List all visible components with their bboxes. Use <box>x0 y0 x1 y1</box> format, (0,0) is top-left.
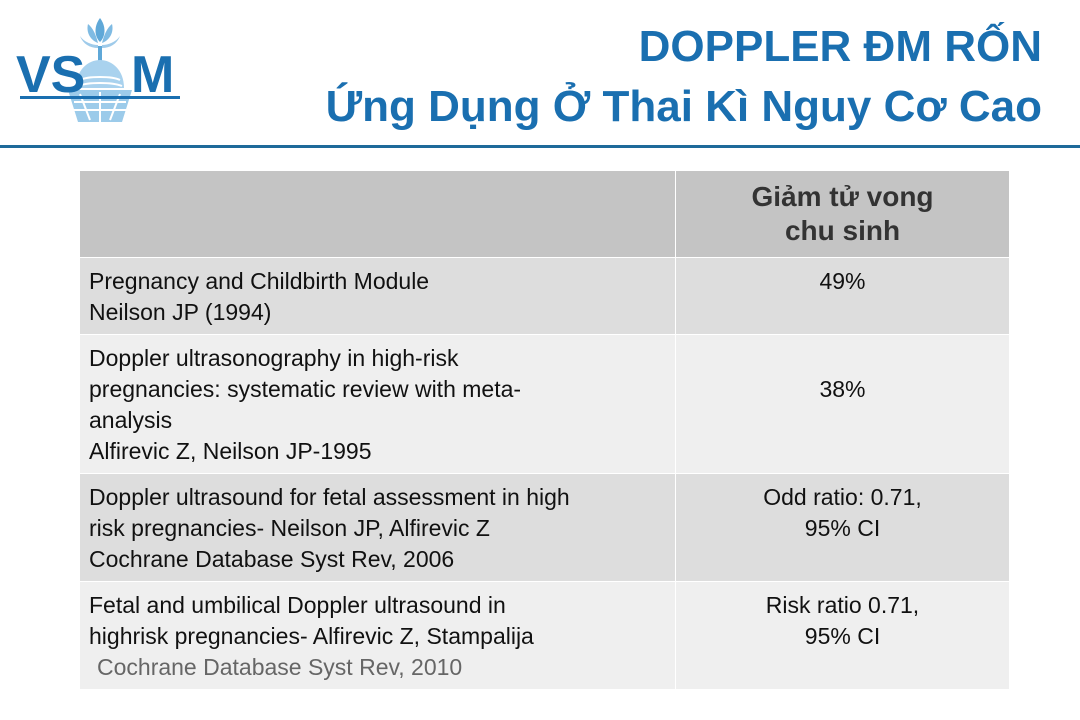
study-text-line: Doppler ultrasound for fetal assessment … <box>89 484 570 510</box>
table-header-row: Giảm tử vong chu sinh <box>79 170 1010 258</box>
study-text-line: Cochrane Database Syst Rev, 2006 <box>89 546 455 572</box>
study-cell: Pregnancy and Childbirth Module Neilson … <box>79 257 676 335</box>
slide-subtitle: Ứng Dụng Ở Thai Kì Nguy Cơ Cao <box>325 82 1042 131</box>
study-text-line: pregnancies: systematic review with meta… <box>89 376 522 402</box>
value-text: 95% CI <box>804 515 881 541</box>
study-text-line: Pregnancy and Childbirth Module <box>89 268 430 294</box>
header-label-line: Giảm tử vong <box>751 181 934 212</box>
value-text: 95% CI <box>804 623 881 649</box>
study-text-line: analysis <box>89 407 173 433</box>
study-cell: Fetal and umbilical Doppler ultrasound i… <box>79 581 676 690</box>
value-cell: 38% <box>675 334 1010 474</box>
doppler-studies-table: Giảm tử vong chu sinh Pregnancy and Chil… <box>79 170 1010 690</box>
vsum-logo: VS M U <box>10 10 190 135</box>
value-cell: Risk ratio 0.71, 95% CI <box>675 581 1010 690</box>
table-row: Pregnancy and Childbirth Module Neilson … <box>79 257 1010 335</box>
value-text: 38% <box>819 376 866 402</box>
study-text-line: Alfirevic Z, Neilson JP-1995 <box>89 438 372 464</box>
value-text: Risk ratio 0.71, <box>765 592 920 618</box>
value-text: Odd ratio: 0.71, <box>763 484 922 510</box>
table-row: Fetal and umbilical Doppler ultrasound i… <box>79 581 1010 690</box>
study-cell: Doppler ultrasonography in high-risk pre… <box>79 334 676 474</box>
header-divider <box>0 145 1080 148</box>
header-cell-mortality-reduction: Giảm tử vong chu sinh <box>675 170 1010 258</box>
table-row: Doppler ultrasonography in high-risk pre… <box>79 334 1010 474</box>
header-label-line: chu sinh <box>784 215 901 246</box>
svg-text:VS: VS <box>16 46 85 104</box>
table-row: Doppler ultrasound for fetal assessment … <box>79 473 1010 582</box>
header-cell-study <box>79 170 676 258</box>
study-text-line: Cochrane Database Syst Rev, 2010 <box>97 654 463 680</box>
study-text-line: Doppler ultrasonography in high-risk <box>89 345 459 371</box>
svg-text:M: M <box>131 46 174 104</box>
study-text-line: risk pregnancies- Neilson JP, Alfirevic … <box>89 515 490 541</box>
study-text-line: Neilson JP (1994) <box>89 299 272 325</box>
study-cell: Doppler ultrasound for fetal assessment … <box>79 473 676 582</box>
value-cell: Odd ratio: 0.71, 95% CI <box>675 473 1010 582</box>
value-text: 49% <box>819 268 866 294</box>
vsum-logo-graphic: VS M U <box>16 18 180 122</box>
study-text-line: Fetal and umbilical Doppler ultrasound i… <box>89 592 506 618</box>
study-text-line: highrisk pregnancies- Alfirevic Z, Stamp… <box>89 623 534 649</box>
value-cell: 49% <box>675 257 1010 335</box>
slide-title: DOPPLER ĐM RỐN <box>638 22 1042 71</box>
